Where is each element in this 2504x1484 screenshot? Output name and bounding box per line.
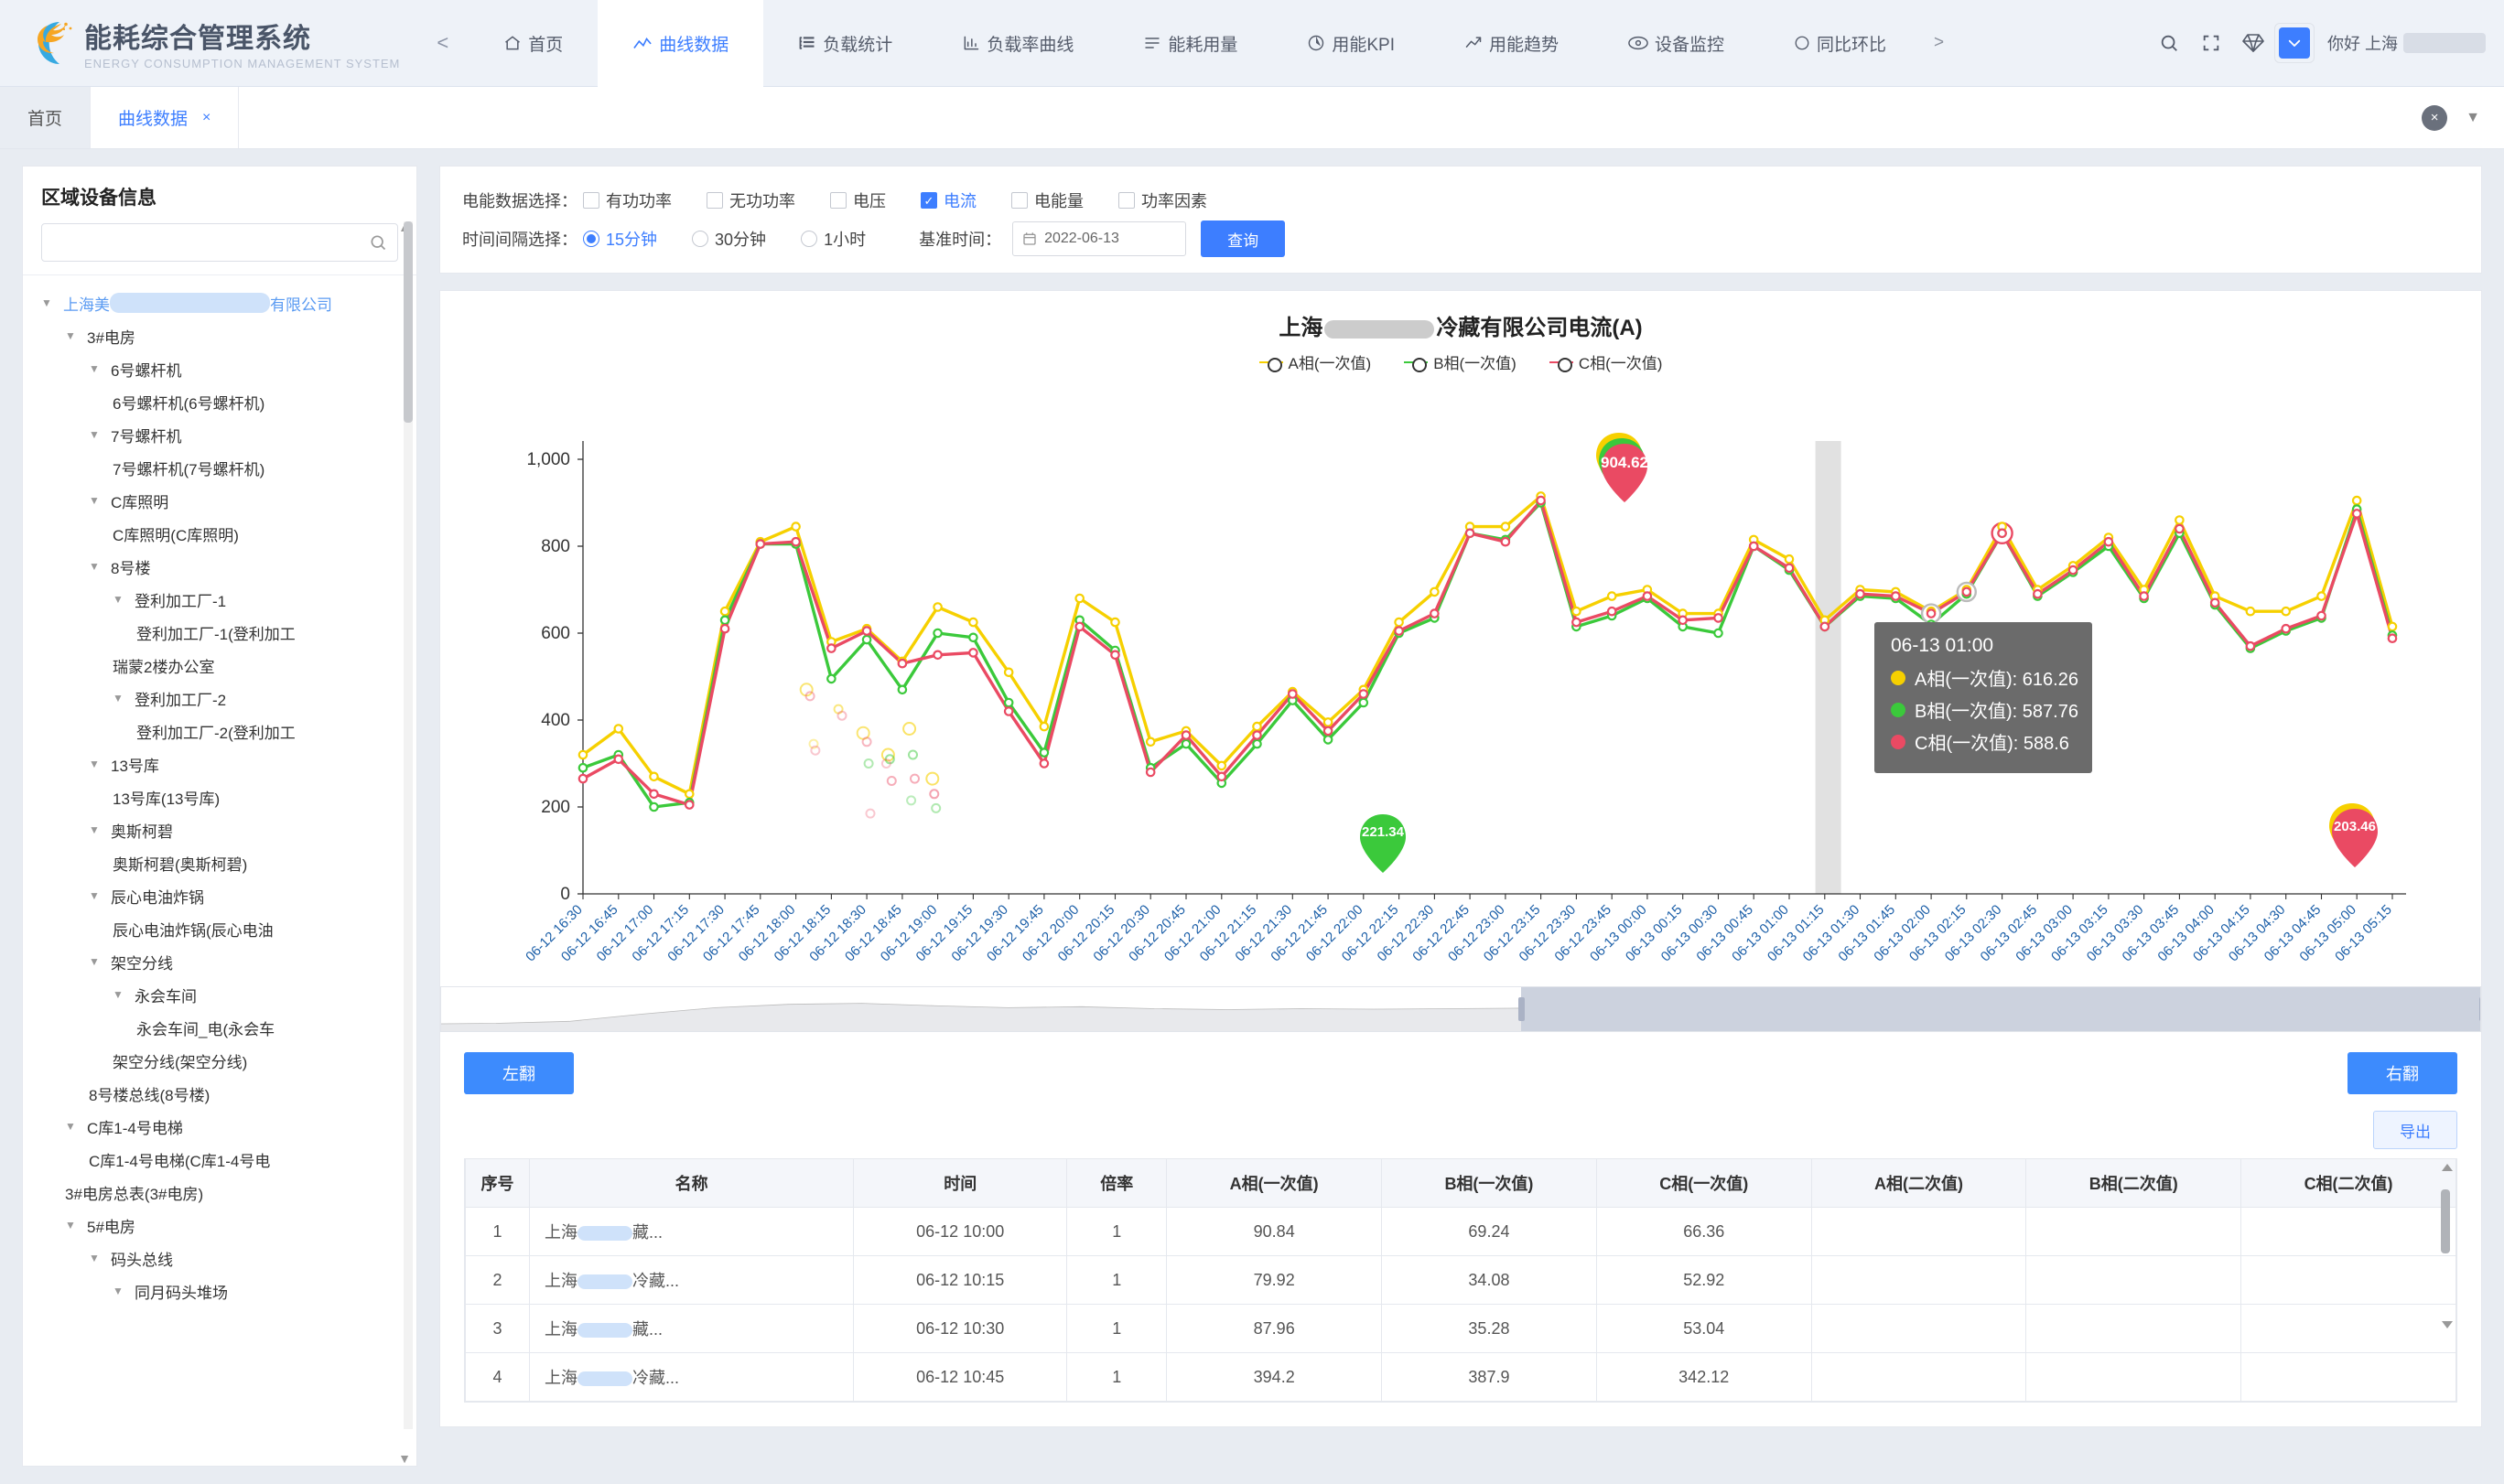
svg-text:1,000: 1,000 [526,450,570,469]
svg-text:800: 800 [541,537,570,556]
svg-text:600: 600 [541,624,570,643]
svg-text:0: 0 [560,885,570,904]
svg-text:400: 400 [541,711,570,730]
svg-text:200: 200 [541,798,570,817]
